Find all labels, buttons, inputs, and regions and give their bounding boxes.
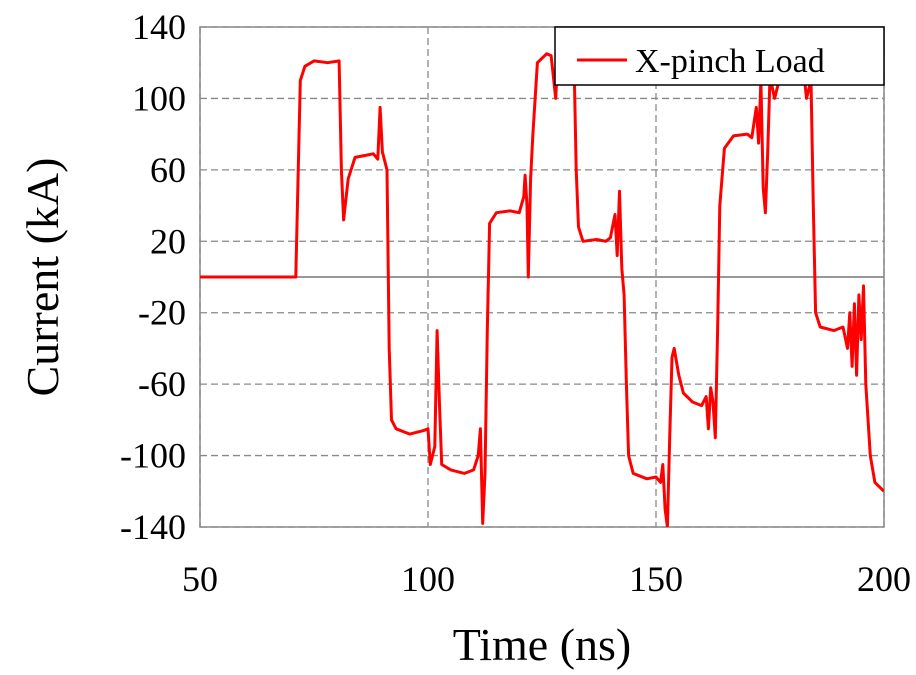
x-axis-title: Time (ns) xyxy=(453,619,632,670)
x-tick-label: 100 xyxy=(401,559,455,599)
y-tick-label: -60 xyxy=(138,364,186,404)
x-tick-label: 50 xyxy=(182,559,218,599)
legend-box xyxy=(554,26,885,86)
legend-label: X-pinch Load xyxy=(635,43,825,80)
data-line xyxy=(200,43,884,527)
y-tick-label: 100 xyxy=(132,78,186,118)
y-tick-label: -100 xyxy=(120,436,186,476)
y-tick-label: -20 xyxy=(138,293,186,333)
x-tick-label: 200 xyxy=(857,559,911,599)
y-tick-label: 140 xyxy=(132,7,186,47)
x-tick-label: 150 xyxy=(629,559,683,599)
y-tick-label: 60 xyxy=(150,150,186,190)
y-tick-label: -140 xyxy=(120,507,186,547)
y-tick-label: 20 xyxy=(150,221,186,261)
y-axis-title: Current (kA) xyxy=(17,158,68,397)
